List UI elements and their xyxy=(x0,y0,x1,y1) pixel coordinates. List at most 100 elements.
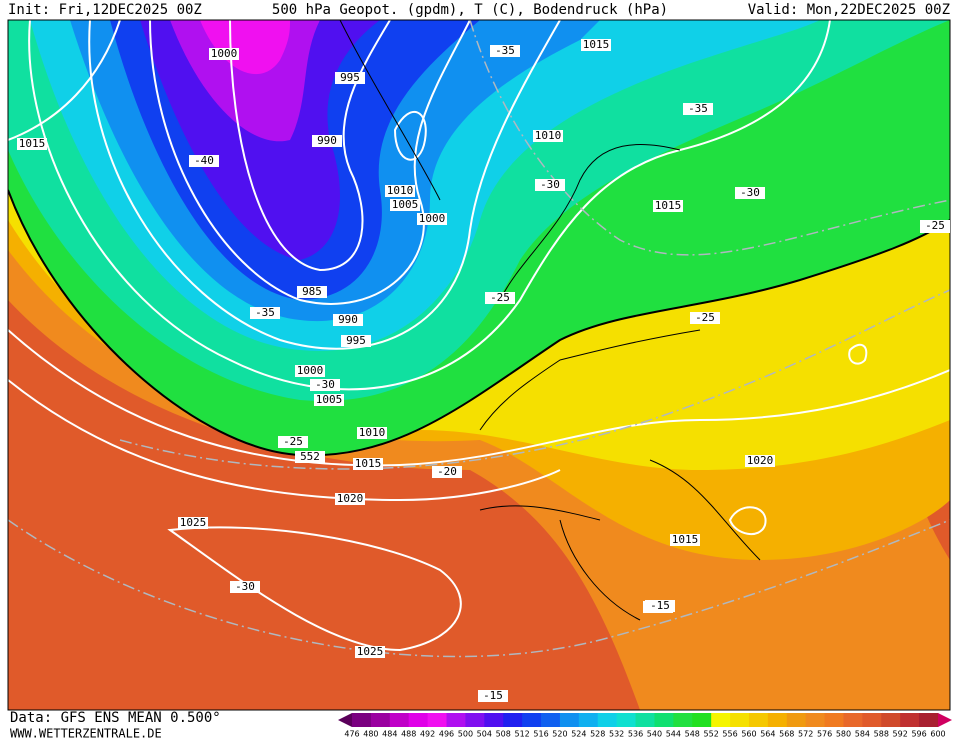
field-magenta xyxy=(200,20,290,75)
colorbar-label: 488 xyxy=(401,730,416,739)
isobar-label: 995 xyxy=(340,71,360,84)
colorbar-label: 484 xyxy=(382,730,397,739)
isobar-label: 1005 xyxy=(392,198,419,211)
colorbar-label: 544 xyxy=(666,730,681,739)
colorbar-swatch xyxy=(881,713,901,727)
isobar-label: 995 xyxy=(346,334,366,347)
isobar xyxy=(229,20,391,272)
colorbar-label: 512 xyxy=(514,730,529,739)
temperature-label: -20 xyxy=(437,465,457,478)
geopotential-label-box xyxy=(295,451,325,463)
isobar-label-box xyxy=(17,138,47,150)
temperature-label-box xyxy=(690,312,720,324)
isobar xyxy=(8,20,121,141)
isotherm xyxy=(8,519,950,658)
temperature-label: -35 xyxy=(495,44,515,57)
temperature-label: -15 xyxy=(650,599,670,612)
colorbar-swatch xyxy=(559,713,580,727)
data-source: Data: GFS ENS MEAN 0.500° xyxy=(10,710,221,726)
colorbar-label: 600 xyxy=(930,730,945,739)
colorbar-swatch xyxy=(767,713,788,727)
colorbar-swatch xyxy=(597,713,618,727)
colorbar-label: 556 xyxy=(722,730,737,739)
colorbar-label: 548 xyxy=(685,730,700,739)
colorbar-label: 588 xyxy=(874,730,889,739)
geopotential-label: 552 xyxy=(300,450,320,463)
colorbar-label: 492 xyxy=(420,730,435,739)
isobar-label-box xyxy=(670,534,700,546)
colorbar-label: 480 xyxy=(363,730,378,739)
isobar xyxy=(8,329,950,467)
colorbar-label: 500 xyxy=(458,730,473,739)
temperature-label: -25 xyxy=(925,219,945,232)
geopotential-552-line xyxy=(8,189,950,457)
temperature-label-box xyxy=(535,179,565,191)
isobar xyxy=(393,110,427,161)
temperature-label-box xyxy=(490,45,520,57)
isobar xyxy=(88,20,561,350)
temperature-label-box xyxy=(250,307,280,319)
colorbar-swatch xyxy=(635,713,655,727)
isobar-label-box xyxy=(295,365,325,377)
colorbar-label: 496 xyxy=(439,730,454,739)
isobar-label-box xyxy=(653,200,683,212)
colorbar-swatch xyxy=(919,713,939,727)
temperature-label: -35 xyxy=(255,306,275,319)
isotherm xyxy=(119,289,950,470)
colorbar-swatch xyxy=(692,713,712,727)
isobar-label-box xyxy=(335,493,365,505)
colorbar-swatch xyxy=(484,713,504,727)
isobar-label-box xyxy=(745,455,775,467)
colorbar-label: 552 xyxy=(704,730,719,739)
temperature-label-box xyxy=(683,103,713,115)
colorbar-swatch xyxy=(465,713,485,727)
colorbar-label: 592 xyxy=(893,730,908,739)
colorbar-swatch xyxy=(446,713,466,727)
isobar-label: 1020 xyxy=(747,454,774,467)
isobar-label: 990 xyxy=(338,313,358,326)
temperature-label-box xyxy=(485,292,515,304)
colorbar-swatch xyxy=(843,713,863,727)
colorbar-label: 504 xyxy=(477,730,492,739)
colorbar-swatch xyxy=(541,713,561,727)
temperature-label: -30 xyxy=(740,186,760,199)
temperature-label: -30 xyxy=(315,378,335,391)
isobar-label: 985 xyxy=(302,285,322,298)
isobar-label-box xyxy=(209,48,239,60)
isobar-label: 1010 xyxy=(387,184,414,197)
temperature-label: -30 xyxy=(540,178,560,191)
isobar-label: 1000 xyxy=(211,47,238,60)
temperature-label-box xyxy=(478,690,508,702)
temperature-label-box xyxy=(278,436,308,448)
colorbar-swatch xyxy=(389,713,410,727)
temperature-label: -25 xyxy=(490,291,510,304)
temperature-label-box xyxy=(189,155,219,167)
temperature-label-box xyxy=(432,466,462,478)
isobar xyxy=(848,343,868,365)
init-time: Init: Fri,12DEC2025 00Z xyxy=(8,2,202,18)
isobar-label: 1015 xyxy=(672,533,699,546)
isobar-label: 1015 xyxy=(655,199,682,212)
colorbar-swatch xyxy=(616,713,637,727)
colorbar-swatch xyxy=(503,713,523,727)
colorbar-label: 528 xyxy=(590,730,605,739)
temperature-label-box xyxy=(645,600,675,612)
colorbar-swatch xyxy=(370,713,391,727)
isobar-label-box xyxy=(385,185,415,197)
colorbar-swatch xyxy=(805,713,826,727)
isobar-label: 1010 xyxy=(359,426,386,439)
isobar-label-box xyxy=(312,135,342,147)
colorbar-label: 508 xyxy=(496,730,511,739)
colorbar-label: 568 xyxy=(779,730,794,739)
temperature-label-box xyxy=(310,379,340,391)
isobar-label: 1015 xyxy=(19,137,46,150)
colorbar-swatch xyxy=(824,713,844,727)
isobar-label-box xyxy=(297,286,327,298)
colorbar-swatch xyxy=(730,713,750,727)
colorbar-swatch xyxy=(352,713,372,727)
isobar xyxy=(28,20,831,391)
temperature-label: -35 xyxy=(688,102,708,115)
isotherm xyxy=(469,20,950,256)
isobar-label-box xyxy=(341,335,371,347)
map-frame xyxy=(7,19,951,711)
